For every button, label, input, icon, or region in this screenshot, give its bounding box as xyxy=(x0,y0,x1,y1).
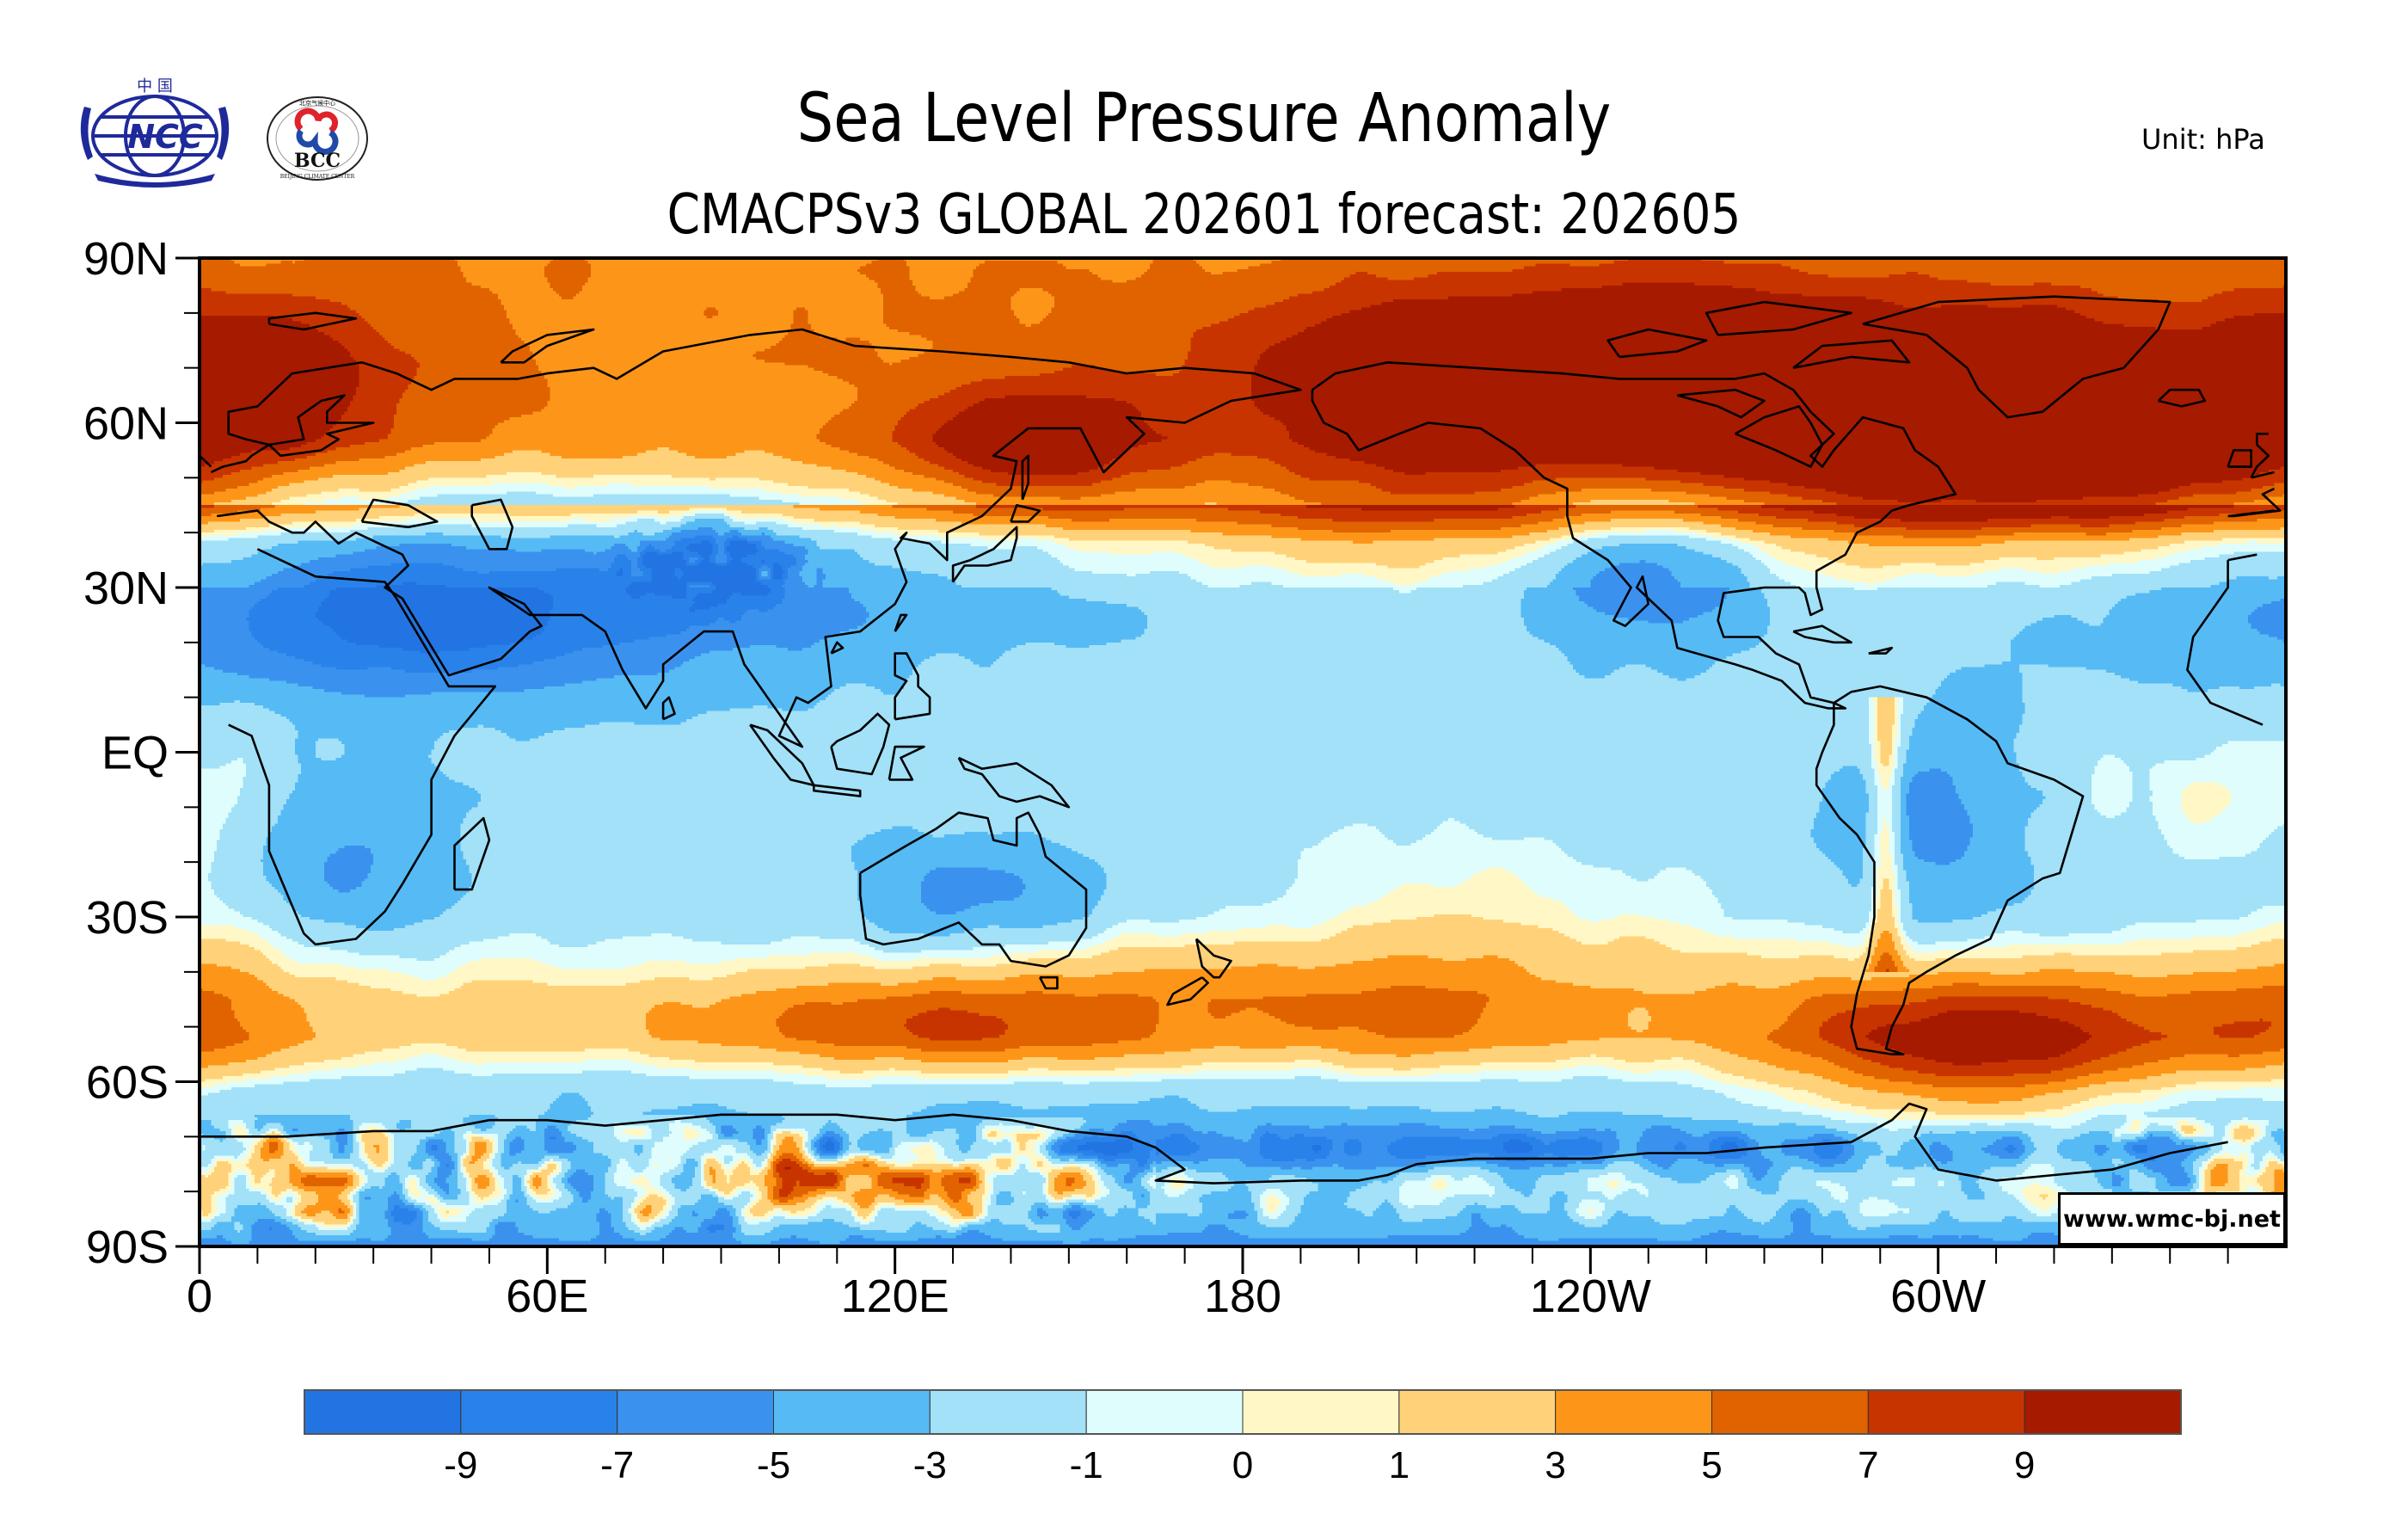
colorbar-swatch xyxy=(929,1389,1087,1435)
colorbar: -9 -7 -5 -3 -1 0 1 3 5 7 9 xyxy=(304,1389,2182,1486)
colorbar-swatch xyxy=(1398,1389,1557,1435)
y-tick-label: 90N xyxy=(83,233,169,285)
colorbar-label: -7 xyxy=(600,1444,634,1486)
colorbar-swatch xyxy=(304,1389,462,1435)
coastline xyxy=(1038,975,1059,990)
coastline xyxy=(830,712,891,776)
coastline xyxy=(1021,454,1029,501)
y-tick-label: 90S xyxy=(86,1221,169,1273)
coastline xyxy=(453,816,491,891)
colorbar-swatch xyxy=(1085,1389,1244,1435)
colorbar-label: 7 xyxy=(1858,1444,1878,1486)
coastline xyxy=(1792,625,1852,644)
coastline xyxy=(1195,938,1232,979)
colorbar-label: 3 xyxy=(1545,1444,1565,1486)
ncc-logo: NCC 中 国 xyxy=(80,77,230,188)
bcc-logo-top-text: 北京气候中心 xyxy=(299,99,335,107)
colorbar-label: -3 xyxy=(913,1444,947,1486)
bcc-logo: BCC BEIJING CLIMATE CENTER 北京气候中心 xyxy=(267,96,368,181)
plot-frame xyxy=(198,256,2288,1248)
chart-title: Sea Level Pressure Anomaly xyxy=(796,80,1612,157)
coastline xyxy=(1010,504,1041,523)
colorbar-label: 1 xyxy=(1389,1444,1410,1486)
colorbar-swatch xyxy=(773,1389,931,1435)
colorbar-swatch xyxy=(2024,1389,2182,1435)
colorbar-swatch xyxy=(460,1389,618,1435)
coastline xyxy=(813,784,862,797)
colorbar-swatch xyxy=(1711,1389,1869,1435)
x-tick-label: 60W xyxy=(1890,1271,1986,1322)
x-tick-label: 180 xyxy=(1204,1271,1281,1322)
coastline xyxy=(1862,295,2172,419)
coastline xyxy=(210,328,2282,748)
coastline xyxy=(894,613,908,632)
coastline xyxy=(200,1102,2228,1184)
y-tick-label: 60N xyxy=(83,398,169,450)
colorbar-swatch xyxy=(1242,1389,1400,1435)
coastline xyxy=(749,723,815,787)
coastline xyxy=(1735,405,1824,468)
slp-anomaly-field xyxy=(200,258,2286,1246)
coastline xyxy=(1166,976,1209,1006)
coastline xyxy=(661,696,676,721)
ncc-logo-top-text: 中 国 xyxy=(137,77,173,95)
coastline xyxy=(360,498,439,529)
bcc-logo-text: BCC xyxy=(294,150,341,172)
coastline xyxy=(1868,646,1894,655)
y-tick-label: EQ xyxy=(101,728,169,779)
ncc-logo-text: NCC xyxy=(127,118,203,156)
colorbar-border xyxy=(304,1389,2182,1435)
colorbar-label: 5 xyxy=(1701,1444,1722,1486)
coastline xyxy=(888,745,925,781)
coastline xyxy=(228,548,2264,946)
coastlines xyxy=(200,295,2282,1184)
colorbar-swatch xyxy=(1867,1389,2025,1435)
coastline xyxy=(1705,300,1852,336)
coastline xyxy=(1792,339,1911,369)
coastline xyxy=(268,394,375,458)
colorbar-swatch xyxy=(617,1389,775,1435)
y-tick-label: 30S xyxy=(86,892,169,944)
x-tick-label: 60E xyxy=(506,1271,588,1322)
colorbar-swatch xyxy=(1555,1389,1712,1435)
coastline xyxy=(1815,685,2085,1055)
coastline xyxy=(267,311,358,331)
y-axis: 90N 60N 30N EQ 30S 60S 90S xyxy=(83,233,200,1273)
coastline xyxy=(2227,449,2252,468)
coastline xyxy=(830,641,845,655)
watermark-box: www.wmc-bj.net xyxy=(2058,1192,2286,1246)
coastline xyxy=(951,526,1018,583)
colorbar-label: -9 xyxy=(444,1444,477,1486)
bcc-logo-ring-text: BEIJING CLIMATE CENTER xyxy=(280,174,355,180)
x-axis: 0 60E 120E 180 120W 60W xyxy=(187,1246,2229,1322)
x-tick-label: 0 xyxy=(187,1271,212,1322)
colorbar-label: 0 xyxy=(1232,1444,1253,1486)
coastline xyxy=(957,756,1071,809)
coastline xyxy=(500,328,595,364)
colorbar-label: -5 xyxy=(757,1444,790,1486)
coastline xyxy=(1677,388,1766,419)
y-tick-label: 30N xyxy=(83,563,169,614)
coastline xyxy=(1311,361,1957,710)
watermark-text[interactable]: www.wmc-bj.net xyxy=(2063,1205,2281,1233)
coastline xyxy=(858,811,1088,968)
coastline xyxy=(470,498,514,551)
unit-label: Unit: hPa xyxy=(2141,123,2265,156)
coastline xyxy=(200,433,2275,479)
coastline xyxy=(1606,328,1708,359)
x-tick-label: 120W xyxy=(1530,1271,1651,1322)
chart-subtitle: CMACPSv3 GLOBAL 202601 forecast: 202605 xyxy=(666,183,1742,247)
colorbar-label: 9 xyxy=(2014,1444,2035,1486)
coastline xyxy=(2157,388,2206,408)
coastline xyxy=(894,652,931,721)
y-tick-label: 60S xyxy=(86,1057,169,1109)
x-tick-label: 120E xyxy=(841,1271,949,1322)
colorbar-label: -1 xyxy=(1070,1444,1103,1486)
